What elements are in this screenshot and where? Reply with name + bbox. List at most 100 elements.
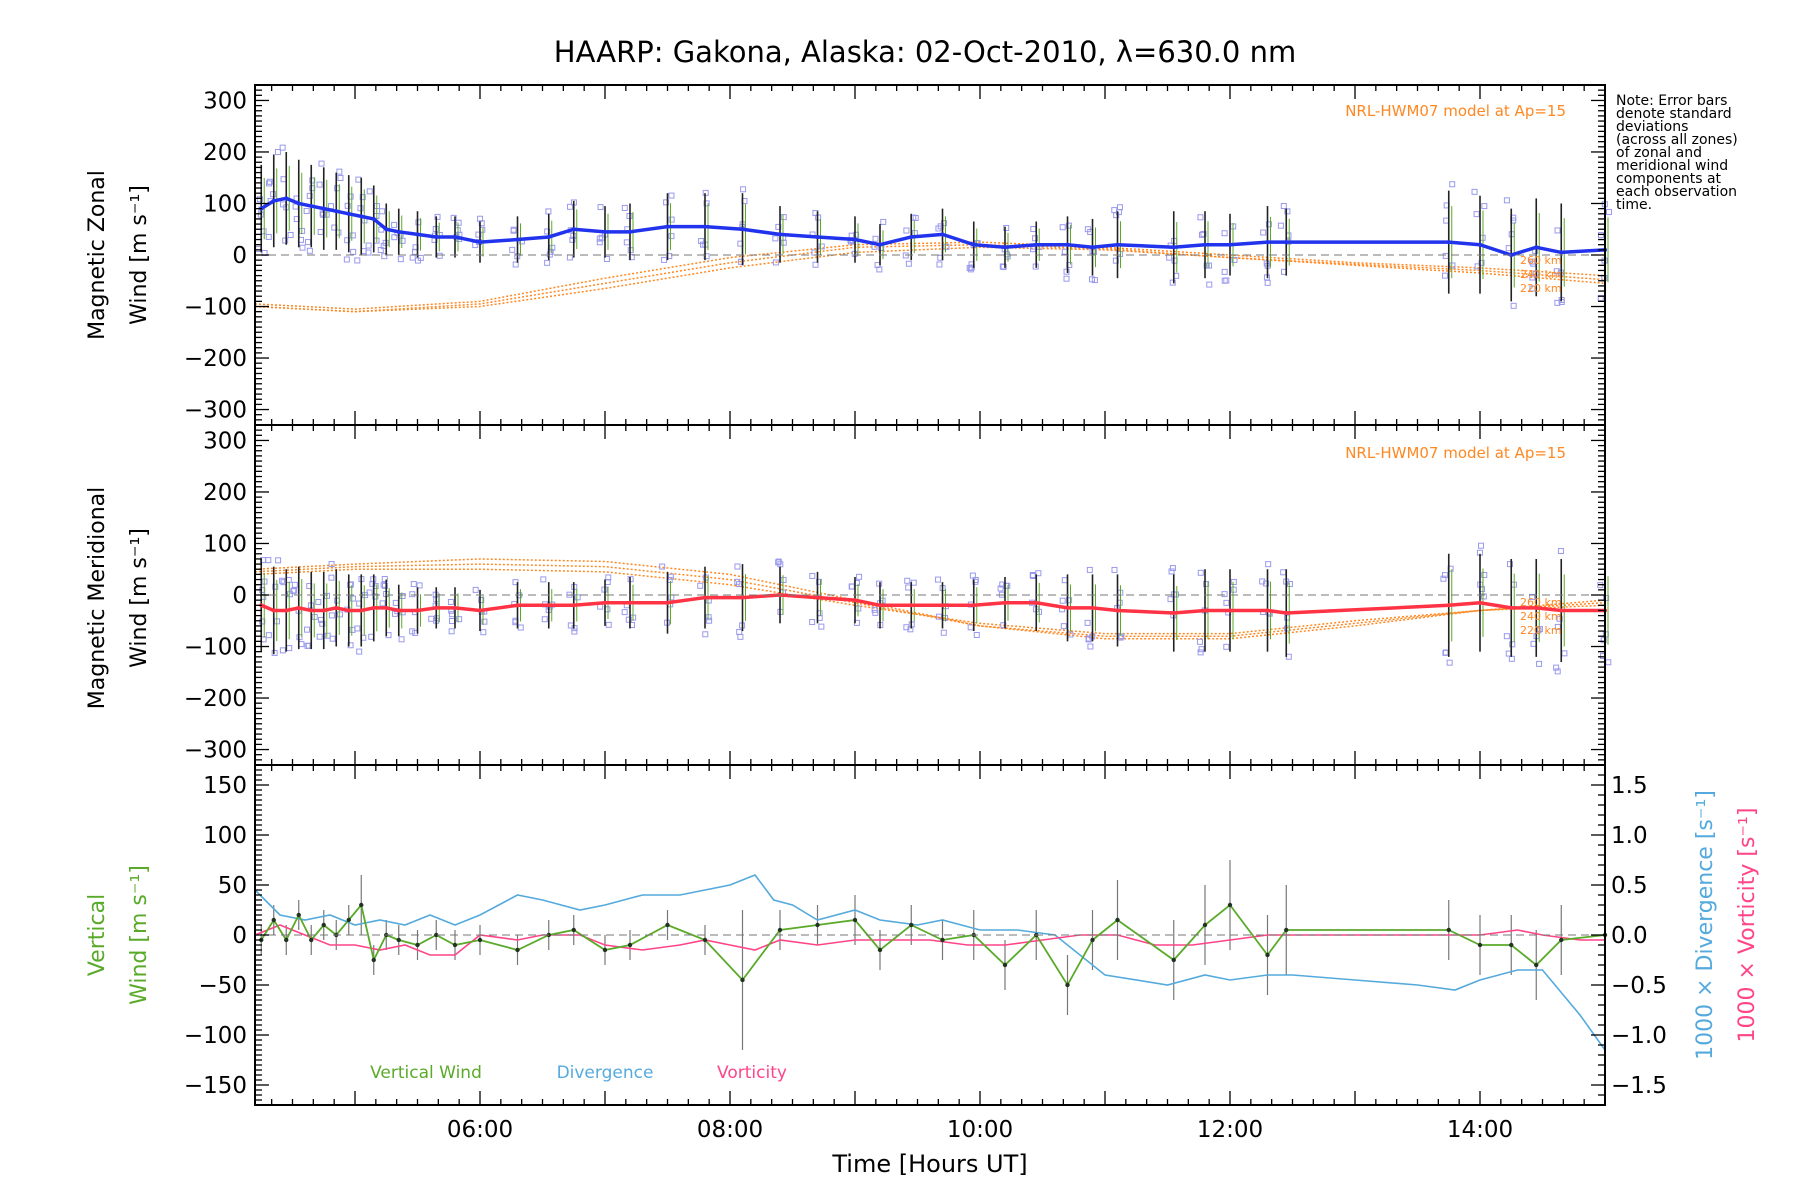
vertical-wind-point xyxy=(309,937,314,943)
sample-point xyxy=(255,246,262,253)
sample-point xyxy=(702,631,709,638)
legend-vertical-wind: Vertical Wind xyxy=(370,1063,482,1083)
sample-point xyxy=(355,176,362,183)
model-curve xyxy=(254,563,1606,637)
note-line: (across all zones) xyxy=(1616,132,1738,148)
wind-point xyxy=(703,224,707,229)
wind-point xyxy=(1203,608,1207,613)
vertical-wind-point xyxy=(1509,942,1514,948)
wind-point xyxy=(1265,608,1270,613)
sample-point xyxy=(1478,542,1485,549)
sample-point xyxy=(1087,643,1094,650)
sample-point xyxy=(447,598,454,605)
sample-point xyxy=(903,227,910,234)
sample-point xyxy=(328,574,335,581)
sample-point xyxy=(304,642,311,649)
sample-point xyxy=(409,254,416,261)
wind-point xyxy=(878,603,882,608)
wind-point xyxy=(321,608,326,613)
meridional-alt-label: 240 km xyxy=(1520,610,1562,623)
sample-point xyxy=(1554,227,1561,234)
sample-point xyxy=(667,573,674,580)
wind-point xyxy=(603,600,607,605)
sample-point xyxy=(1553,268,1560,275)
sample-point xyxy=(299,244,306,251)
sample-point xyxy=(703,253,710,260)
sample-point xyxy=(409,628,416,635)
vertical-wind-point xyxy=(852,917,858,923)
sample-point xyxy=(903,624,910,631)
sample-point xyxy=(1091,277,1098,284)
sample-point xyxy=(1000,263,1007,270)
sample-point xyxy=(736,581,743,588)
legend-divergence: Divergence xyxy=(557,1063,654,1083)
sample-point xyxy=(1000,622,1007,629)
y2-tick-label: −0.5 xyxy=(1611,973,1667,999)
note-line: Note: Error bars xyxy=(1616,93,1727,109)
sample-point xyxy=(880,218,887,225)
sample-point xyxy=(344,237,351,244)
sample-point xyxy=(472,586,479,593)
sample-point xyxy=(872,235,879,242)
sample-point xyxy=(1223,599,1230,606)
vertical-wind-point xyxy=(346,917,351,923)
wind-point xyxy=(1284,240,1289,245)
sample-point xyxy=(623,239,630,246)
zonal-series xyxy=(259,196,1607,257)
sample-point xyxy=(812,261,819,268)
sample-point xyxy=(1168,568,1175,575)
y-tick-label: 100 xyxy=(203,191,247,217)
zonal-panel: 300 200 100 0 −100 −200 −300 NRL-HWM07 model a… xyxy=(85,84,1613,426)
sample-point xyxy=(1198,646,1205,653)
sample-point xyxy=(290,588,297,595)
y-tick-label: −150 xyxy=(184,1073,247,1099)
sample-point xyxy=(1003,224,1010,231)
sample-point xyxy=(1059,224,1066,231)
sample-point xyxy=(1478,259,1485,266)
vertical-wind-point xyxy=(515,947,520,953)
sample-point xyxy=(428,615,435,622)
wind-point xyxy=(1090,245,1095,250)
sample-point xyxy=(372,593,379,600)
wind-point xyxy=(346,211,351,216)
wind-point xyxy=(384,227,389,232)
sample-point xyxy=(541,616,548,623)
sample-point xyxy=(354,625,361,632)
sample-point xyxy=(1116,204,1123,211)
x-axis-label: Time [Hours UT] xyxy=(831,1150,1027,1178)
sample-point xyxy=(391,234,398,241)
sample-point xyxy=(510,226,517,233)
wind-point xyxy=(971,242,976,247)
wind-point xyxy=(1559,250,1564,255)
sample-point xyxy=(397,256,404,263)
sample-point xyxy=(1206,281,1213,288)
sample-point xyxy=(343,256,350,263)
wind-point xyxy=(628,600,632,605)
x-tick-label: 12:00 xyxy=(1197,1117,1263,1143)
x-tick-label: 10:00 xyxy=(947,1117,1013,1143)
vorticity-axis-label: 1000 × Vorticity [s⁻¹] xyxy=(1735,808,1760,1043)
wind-point xyxy=(434,234,439,239)
vertical-axes: 150 100 50 0 −50 −100 −150 1.5 1.0 0.5 0.0 −0.5 −1.0… xyxy=(184,764,1667,1143)
sample-point xyxy=(381,253,388,260)
sample-point xyxy=(377,246,384,253)
y-tick-label: −50 xyxy=(198,973,247,999)
wind-point xyxy=(1559,608,1564,613)
sample-point xyxy=(935,225,942,232)
y-tick-label: −100 xyxy=(184,1023,247,1049)
sample-point xyxy=(1197,569,1204,576)
wind-point xyxy=(415,232,420,237)
y2-tick-label: 1.0 xyxy=(1611,823,1648,849)
sample-point xyxy=(1536,660,1543,667)
sample-point xyxy=(1113,212,1120,219)
sample-point xyxy=(940,629,947,636)
meridional-alt-label: 260 km xyxy=(1520,596,1562,609)
sample-point xyxy=(1169,565,1176,572)
sample-point xyxy=(350,248,357,255)
wind-point xyxy=(1034,242,1039,247)
y-tick-label: −100 xyxy=(184,635,247,661)
sample-point xyxy=(354,257,361,264)
sample-point xyxy=(1280,203,1287,210)
vertical-wind-point xyxy=(396,937,401,943)
sample-point xyxy=(329,635,336,642)
